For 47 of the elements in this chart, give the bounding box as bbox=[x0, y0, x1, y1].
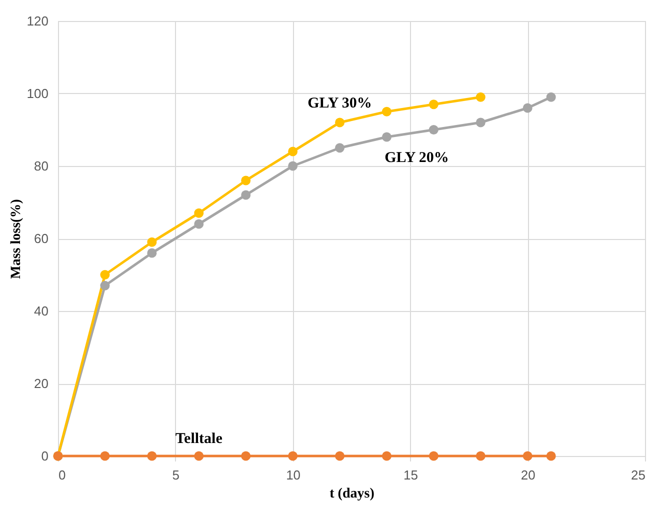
point bbox=[428, 100, 438, 110]
point bbox=[194, 219, 204, 229]
point bbox=[241, 176, 251, 186]
x-tick-label: 5 bbox=[172, 468, 180, 482]
x-tick-label: 25 bbox=[631, 468, 646, 482]
point bbox=[147, 248, 157, 258]
point bbox=[147, 451, 157, 461]
y-tick-label: 120 bbox=[26, 14, 48, 28]
point bbox=[194, 208, 204, 218]
point bbox=[428, 451, 438, 461]
point bbox=[288, 161, 298, 171]
y-tick-label: 60 bbox=[34, 231, 48, 246]
y-tick-label: 100 bbox=[26, 86, 48, 101]
x-axis-title: t (days) bbox=[330, 486, 375, 502]
x-tick-label: 0 bbox=[58, 468, 66, 482]
series-label: Telltale bbox=[175, 431, 223, 447]
y-tick-label: 80 bbox=[34, 158, 48, 174]
point bbox=[382, 106, 392, 116]
point bbox=[335, 451, 345, 461]
point bbox=[335, 118, 345, 128]
point bbox=[335, 143, 345, 153]
series-label: GLY 30% bbox=[308, 96, 372, 112]
y-tick-label: 0 bbox=[41, 448, 48, 464]
y-tick-label: 20 bbox=[34, 376, 48, 391]
x-tick-label: 15 bbox=[403, 468, 418, 482]
point bbox=[476, 92, 486, 102]
x-tick-label: 10 bbox=[286, 468, 301, 482]
point bbox=[476, 118, 486, 128]
point bbox=[100, 451, 110, 461]
point bbox=[382, 451, 392, 461]
point bbox=[546, 451, 556, 461]
point bbox=[288, 146, 298, 156]
y-tick-label: 40 bbox=[34, 304, 48, 318]
point bbox=[194, 451, 204, 461]
point bbox=[100, 280, 110, 290]
point bbox=[241, 190, 251, 200]
point bbox=[100, 270, 110, 280]
point bbox=[147, 237, 157, 247]
x-tick-label: 20 bbox=[520, 468, 536, 482]
point bbox=[241, 451, 251, 461]
point bbox=[428, 125, 438, 134]
point bbox=[382, 132, 392, 142]
point bbox=[476, 451, 486, 461]
y-axis-title: Mass loss(%) bbox=[8, 198, 24, 279]
series-label: GLY 20% bbox=[384, 150, 449, 166]
point bbox=[546, 92, 556, 102]
point bbox=[522, 103, 532, 113]
